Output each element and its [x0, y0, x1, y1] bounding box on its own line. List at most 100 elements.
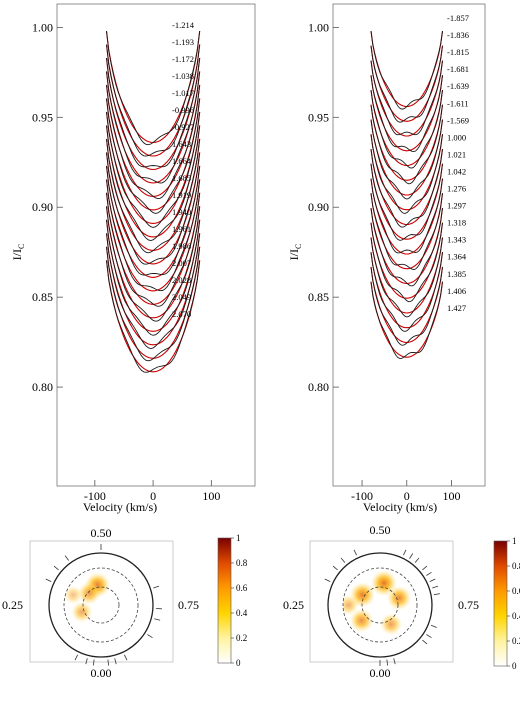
observed-profile: [370, 178, 443, 254]
phase-label: -1.681: [447, 64, 469, 74]
colorbar-tick-label: 0.8: [236, 558, 248, 568]
phase-label: -1.017: [172, 88, 194, 98]
phase-label: -0.996: [172, 105, 194, 115]
observed-profile: [370, 148, 443, 228]
phase-label: -1.639: [447, 81, 469, 91]
phase-label: 1.940: [172, 207, 191, 217]
observed-profile: [106, 30, 201, 146]
phase-label: 1.021: [447, 149, 466, 159]
phase-label: 2.070: [172, 309, 191, 319]
phase-label: 1.318: [447, 218, 466, 228]
y-tick-label: 0.90: [32, 200, 53, 214]
model-profile: [105, 233, 201, 346]
phase-tick: [403, 549, 407, 556]
phase-label: -1.038: [172, 71, 194, 81]
observed-profile: [106, 192, 201, 307]
observed-profile: [370, 60, 443, 136]
profiles-panel-left: 1.00 0.95 0.90 0.85 0.80 -100 0 100 -1.214 -1.19…: [10, 3, 256, 514]
map-label-right-right: 0.75: [458, 598, 479, 612]
model-profile: [105, 111, 201, 224]
colorbar-right: [493, 540, 508, 667]
phase-tick: [422, 639, 428, 645]
phase-tick: [324, 578, 331, 582]
observed-profile: [370, 252, 443, 332]
profiles-panel-right: 1.00 0.95 0.90 0.85 0.80 -100 0 100 -1.857 -1.83…: [287, 3, 486, 514]
observed-profile: [106, 206, 201, 322]
doppler-map-left: 0.50 0.25 0.75 0.00 0 0.2 0.4 0.6 0.8 1: [2, 526, 248, 680]
observed-profile: [106, 233, 201, 349]
lat-circle-right: [361, 586, 399, 624]
phase-tick: [433, 593, 440, 596]
phase-tick: [422, 565, 428, 571]
colorbar-ticks-right: 0 0.2 0.4 0.6 0.8 1: [507, 536, 520, 671]
spot: [64, 585, 83, 605]
phase-label: -1.172: [172, 54, 194, 64]
phase-tick: [426, 634, 432, 639]
model-profile: [370, 207, 444, 285]
observed-profile: [106, 179, 201, 292]
phase-label: -1.193: [172, 37, 194, 47]
phase-tick: [432, 585, 439, 589]
doppler-map-right: 0.50 0.25 0.75 0.00 0 0.2 0.4 0.6 0.8 1: [283, 523, 520, 680]
model-profile: [370, 193, 444, 270]
colorbar-tick-label: 0.2: [236, 633, 247, 643]
phase-ticks-left: [45, 544, 162, 666]
map-label-bottom-left: 0.00: [91, 666, 112, 680]
phase-labels-right: -1.857 -1.836 -1.815 -1.681 -1.639 -1.611 -1.5…: [447, 13, 469, 313]
x-tick-label: 100: [442, 489, 460, 503]
phase-tick: [154, 618, 161, 621]
model-profile: [370, 30, 444, 108]
phase-label: 1.297: [447, 201, 466, 211]
phase-label: 1.427: [447, 303, 466, 313]
x-tick-label: 0: [404, 489, 410, 503]
spot: [77, 581, 101, 605]
model-profile: [370, 163, 444, 240]
colorbar-tick-label: 1: [512, 536, 517, 546]
observed-profile: [370, 75, 443, 153]
phase-tick: [124, 654, 128, 661]
phase-label: -1.815: [447, 47, 469, 57]
observed-profile: [106, 98, 201, 214]
x-tick-label: 100: [202, 489, 220, 503]
phase-tick: [393, 658, 396, 665]
colorbar-tick-label: 0.6: [512, 586, 520, 596]
model-profile: [370, 45, 444, 122]
model-profile: [370, 252, 444, 329]
phase-label: 2.007: [172, 258, 191, 268]
phase-tick: [386, 659, 388, 666]
phase-tick: [64, 555, 70, 561]
observed-profile: [370, 266, 443, 346]
observed-profile: [370, 30, 443, 110]
model-profile: [370, 178, 444, 255]
colorbar-tick-label: 0.4: [512, 611, 520, 621]
xlabel-left: Velocity (km/s): [83, 500, 157, 514]
equator-circle-right: [342, 567, 418, 643]
phase-tick: [414, 557, 420, 563]
phase-ticks-right: [324, 549, 440, 666]
spot: [379, 613, 403, 636]
phase-label: -1.857: [447, 13, 469, 23]
phase-tick: [340, 557, 346, 563]
phase-tick: [147, 634, 153, 639]
observed-profile: [106, 152, 201, 265]
y-tick-label: 0.95: [32, 110, 53, 124]
model-profile: [370, 75, 444, 152]
observed-profile: [106, 260, 201, 373]
profile-lines-left: [105, 30, 201, 373]
model-profile: [370, 222, 444, 299]
y-tick-label: 0.85: [32, 290, 53, 304]
map-label-top-right: 0.50: [370, 523, 391, 537]
map-label-left-right: 0.25: [283, 598, 304, 612]
phase-tick: [429, 578, 436, 582]
plot-frame-left: [56, 3, 256, 487]
map-label-top-left: 0.50: [91, 526, 112, 540]
observed-profile: [106, 57, 201, 168]
map-label-left-left: 0.25: [2, 598, 23, 612]
phase-label: -1.569: [447, 115, 469, 125]
colorbar-ticks-left: 0 0.2 0.4 0.6 0.8 1: [231, 533, 248, 668]
y-tick-label: 0.95: [308, 110, 329, 124]
observed-profile: [370, 119, 443, 200]
phase-label: 1.276: [447, 184, 466, 194]
observed-profile: [370, 193, 443, 270]
model-profile: [370, 89, 444, 167]
